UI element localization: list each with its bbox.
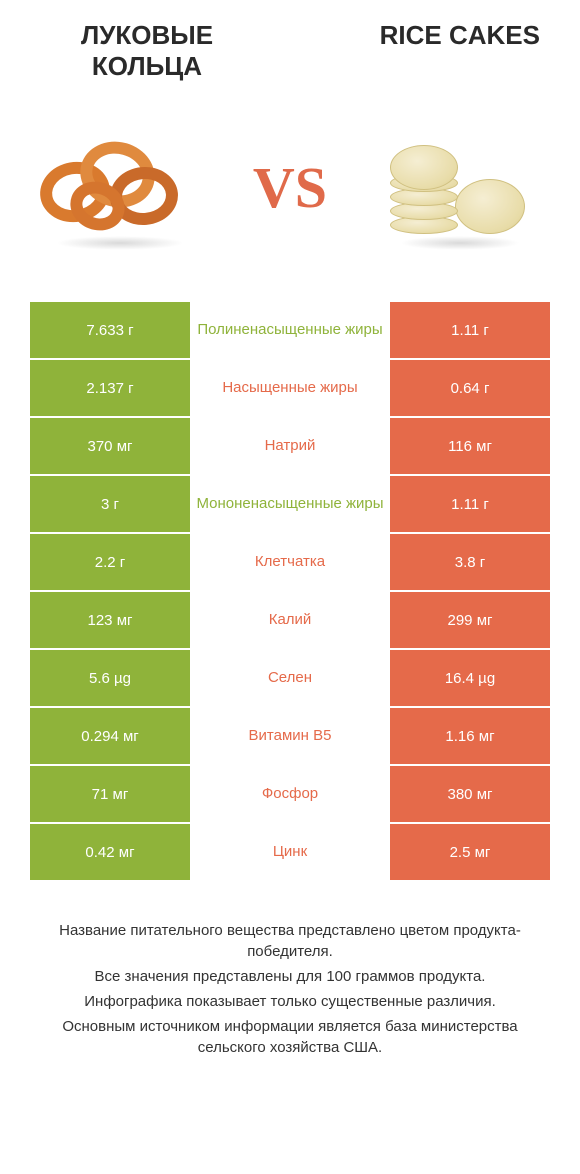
- table-row: 0.42 мгЦинк2.5 мг: [30, 824, 550, 880]
- right-value: 1.11 г: [390, 476, 550, 532]
- nutrient-label: Цинк: [190, 824, 390, 880]
- table-row: 0.294 мгВитамин B51.16 мг: [30, 708, 550, 764]
- nutrient-label: Насыщенные жиры: [190, 360, 390, 416]
- right-value: 16.4 µg: [390, 650, 550, 706]
- left-value: 3 г: [30, 476, 190, 532]
- nutrient-label: Полиненасыщенные жиры: [190, 302, 390, 358]
- footer-line: Инфографика показывает только существенн…: [40, 991, 540, 1012]
- nutrient-label: Клетчатка: [190, 534, 390, 590]
- right-value: 299 мг: [390, 592, 550, 648]
- titles-row: ЛУКОВЫЕ КОЛЬЦА RICE CAKES: [30, 20, 550, 82]
- nutrition-table: 7.633 гПолиненасыщенные жиры1.11 г2.137 …: [30, 302, 550, 880]
- table-row: 123 мгКалий299 мг: [30, 592, 550, 648]
- right-value: 2.5 мг: [390, 824, 550, 880]
- footer-line: Название питательного вещества представл…: [40, 920, 540, 962]
- footer-line: Все значения представлены для 100 граммо…: [40, 966, 540, 987]
- left-value: 2.137 г: [30, 360, 190, 416]
- infographic-container: ЛУКОВЫЕ КОЛЬЦА RICE CAKES VS: [0, 0, 580, 1174]
- table-row: 2.137 гНасыщенные жиры0.64 г: [30, 360, 550, 416]
- table-row: 5.6 µgСелен16.4 µg: [30, 650, 550, 706]
- onion-rings-image: [30, 122, 210, 252]
- nutrient-label: Витамин B5: [190, 708, 390, 764]
- table-row: 7.633 гПолиненасыщенные жиры1.11 г: [30, 302, 550, 358]
- table-row: 3 гМононенасыщенные жиры1.11 г: [30, 476, 550, 532]
- right-value: 3.8 г: [390, 534, 550, 590]
- right-value: 1.11 г: [390, 302, 550, 358]
- table-row: 2.2 гКлетчатка3.8 г: [30, 534, 550, 590]
- left-value: 71 мг: [30, 766, 190, 822]
- vs-label: VS: [253, 154, 327, 221]
- left-value: 7.633 г: [30, 302, 190, 358]
- footer-notes: Название питательного вещества представл…: [30, 920, 550, 1058]
- left-value: 0.294 мг: [30, 708, 190, 764]
- footer-line: Основным источником информации является …: [40, 1016, 540, 1058]
- right-value: 380 мг: [390, 766, 550, 822]
- left-value: 370 мг: [30, 418, 190, 474]
- nutrient-label: Фосфор: [190, 766, 390, 822]
- right-value: 1.16 мг: [390, 708, 550, 764]
- nutrient-label: Калий: [190, 592, 390, 648]
- title-left: ЛУКОВЫЕ КОЛЬЦА: [30, 20, 264, 82]
- right-value: 0.64 г: [390, 360, 550, 416]
- table-row: 370 мгНатрий116 мг: [30, 418, 550, 474]
- vs-row: VS: [30, 112, 550, 262]
- nutrient-label: Натрий: [190, 418, 390, 474]
- table-row: 71 мгФосфор380 мг: [30, 766, 550, 822]
- left-value: 5.6 µg: [30, 650, 190, 706]
- left-value: 0.42 мг: [30, 824, 190, 880]
- left-value: 123 мг: [30, 592, 190, 648]
- nutrient-label: Мононенасыщенные жиры: [190, 476, 390, 532]
- title-right: RICE CAKES: [316, 20, 550, 51]
- left-value: 2.2 г: [30, 534, 190, 590]
- nutrient-label: Селен: [190, 650, 390, 706]
- rice-cakes-image: [370, 122, 550, 252]
- right-value: 116 мг: [390, 418, 550, 474]
